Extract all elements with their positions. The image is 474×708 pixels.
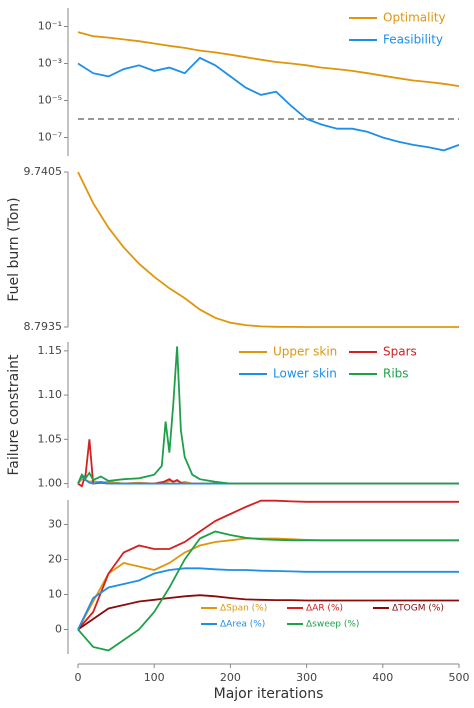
y-tick-label: 0 [55, 623, 62, 636]
line-series [77, 499, 459, 631]
y-tick-label: 9.7405 [24, 165, 63, 178]
legend-label: Optimality [383, 11, 446, 25]
line-series [77, 171, 459, 328]
x-tick-label: 0 [75, 671, 82, 684]
y-tick-label: 10⁻⁷ [38, 131, 62, 144]
y-tick-label: 1.10 [38, 388, 63, 401]
y-axis-label: Fuel burn (Ton) [6, 197, 22, 301]
legend-label: Spars [383, 345, 417, 359]
x-axis-label: Major iterations [214, 686, 324, 702]
y-tick-label: 10⁻³ [38, 57, 62, 70]
y-tick-label: 10 [48, 588, 62, 601]
line-series [77, 346, 459, 485]
y-tick-label: 30 [48, 518, 62, 531]
y-tick-label: 8.7935 [24, 320, 63, 333]
line-series [77, 537, 459, 630]
legend-label: ΔSpan (%) [220, 604, 267, 614]
legend-label: Lower skin [273, 367, 337, 381]
legend-label: ΔArea (%) [220, 620, 265, 630]
x-tick-label: 100 [144, 671, 165, 684]
line-series [77, 530, 459, 652]
y-tick-label: 1.00 [38, 477, 63, 490]
legend-label: ΔAR (%) [306, 604, 343, 614]
y-tick-label: 10⁻¹ [38, 20, 62, 33]
legend-label: Ribs [383, 367, 409, 381]
legend-label: Upper skin [273, 345, 337, 359]
legend-label: ΔTOGM (%) [392, 604, 444, 614]
legend-label: Feasibility [383, 33, 443, 47]
y-axis-label: Failure constraint [6, 354, 22, 476]
line-series [77, 31, 460, 87]
line-series [77, 567, 459, 630]
y-tick-label: 1.05 [38, 432, 63, 445]
y-tick-label: 1.15 [38, 344, 63, 357]
y-tick-label: 10⁻⁵ [38, 94, 62, 107]
y-tick-label: 20 [48, 553, 62, 566]
line-series [77, 594, 459, 631]
x-tick-label: 200 [220, 671, 241, 684]
x-tick-label: 500 [449, 671, 470, 684]
legend-label: Δsweep (%) [306, 620, 359, 630]
x-tick-label: 300 [296, 671, 317, 684]
x-tick-label: 400 [372, 671, 393, 684]
line-series [77, 56, 460, 152]
